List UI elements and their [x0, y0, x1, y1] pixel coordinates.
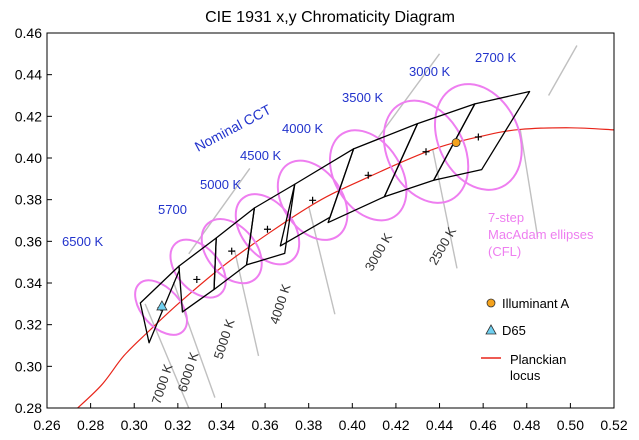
nominal-cct-point	[474, 133, 482, 141]
x-tick-label: 0.40	[339, 417, 366, 433]
nominal-cct-label-4: 4000 K	[282, 121, 324, 136]
ansi-quadrangle	[433, 90, 531, 181]
isotherm-label-4: 3000 K	[362, 230, 396, 273]
nominal-cct-label: Nominal CCT	[192, 101, 274, 155]
planckian-locus-curve	[76, 127, 614, 408]
nominal-cct-label-3: 4500 K	[240, 148, 282, 163]
y-tick-label: 0.30	[15, 358, 42, 374]
macadam-ellipse	[382, 99, 470, 204]
nominal-cct-label-2: 5000 K	[200, 177, 242, 192]
isotherm-label-3: 4000 K	[267, 282, 294, 326]
x-tick-label: 0.34	[208, 417, 235, 433]
isotherm-line	[188, 168, 251, 255]
macadam-label-line2: MacAdam ellipses	[488, 227, 594, 242]
x-axis-ticks: 0.26 0.28 0.30 0.32 0.34 0.36 0.38 0.40 0.42 0.44…	[33, 403, 628, 433]
plot-frame	[46, 32, 615, 409]
nominal-cct-point	[364, 171, 372, 179]
nominal-cct-label-7: 2700 K	[475, 50, 517, 65]
nominal-cct-point	[422, 148, 430, 156]
isotherm-line	[519, 129, 539, 238]
nominal-cct-point	[263, 225, 271, 233]
isotherm-line	[377, 53, 441, 138]
x-tick-label: 0.26	[33, 417, 60, 433]
nominal-cct-point	[309, 196, 317, 204]
nominal-cct-point	[228, 247, 236, 255]
y-axis-ticks: 0.28 0.30 0.32 0.34 0.36 0.38 0.40 0.42 0.44 0.46	[15, 25, 52, 416]
nominal-cct-label-6: 3000 K	[409, 64, 451, 79]
annotations: Nominal CCT 7-step MacAdam ellipses (CFL…	[192, 101, 594, 259]
isotherm-labels: 7000 K 6000 K 5000 K 4000 K 3000 K 2500 K	[149, 224, 460, 406]
illuminant-a-point	[451, 138, 461, 147]
x-tick-label: 0.30	[121, 417, 148, 433]
x-tick-label: 0.36	[251, 417, 278, 433]
x-tick-label: 0.38	[295, 417, 322, 433]
plot-area	[76, 45, 614, 408]
nominal-cct-points	[157, 133, 482, 312]
nominal-cct-label-5: 3500 K	[342, 90, 384, 105]
macadam-ellipses	[134, 83, 523, 336]
legend-d65-label: D65	[502, 323, 526, 338]
legend-planck-label-line1: Planckian	[510, 352, 566, 367]
isotherm-line	[308, 206, 336, 315]
isotherm-label-2: 5000 K	[211, 317, 238, 361]
y-tick-label: 0.32	[15, 317, 42, 333]
isotherm-line	[547, 45, 578, 96]
isotherm-line	[144, 303, 190, 408]
macadam-ellipse	[169, 238, 227, 299]
macadam-ellipse	[433, 83, 523, 191]
legend-illuminant-a-marker	[486, 298, 496, 308]
isotherm-label-5: 2500 K	[426, 224, 460, 267]
nominal-cct-label-1: 5700	[158, 202, 187, 217]
y-tick-label: 0.42	[15, 108, 42, 124]
x-tick-label: 0.42	[382, 417, 409, 433]
macadam-label-line1: 7-step	[488, 210, 524, 225]
x-tick-label: 0.28	[77, 417, 104, 433]
isotherm-line	[432, 149, 458, 269]
x-tick-label: 0.44	[426, 417, 453, 433]
macadam-ellipse	[276, 159, 349, 241]
legend: Illuminant A D65 Planckian locus	[481, 296, 570, 383]
illuminant-markers	[156, 138, 461, 311]
y-tick-label: 0.38	[15, 192, 42, 208]
y-tick-label: 0.44	[15, 67, 42, 83]
x-tick-label: 0.46	[470, 417, 497, 433]
y-tick-label: 0.36	[15, 233, 42, 249]
y-tick-label: 0.34	[15, 275, 42, 291]
y-tick-label: 0.46	[15, 25, 42, 41]
ansi-quadrangles	[139, 90, 531, 344]
macadam-ellipse	[134, 279, 188, 336]
macadam-ellipse	[328, 129, 408, 222]
legend-illuminant-a-label: Illuminant A	[502, 296, 570, 311]
nominal-cct-label-0: 6500 K	[62, 234, 104, 249]
x-tick-label: 0.50	[557, 417, 584, 433]
legend-planck-label-line2: locus	[510, 368, 541, 383]
x-tick-label: 0.52	[600, 417, 627, 433]
d65-point	[156, 300, 168, 311]
macadam-label-line3: (CFL)	[488, 244, 521, 259]
legend-d65-marker	[485, 324, 497, 335]
isotherm-label-1: 6000 K	[175, 350, 202, 394]
nominal-cct-point	[193, 275, 201, 283]
x-tick-label: 0.32	[164, 417, 191, 433]
ansi-quadrangle	[245, 183, 296, 266]
y-tick-label: 0.28	[15, 400, 42, 416]
chart-title: CIE 1931 x,y Chromaticity Diagram	[205, 9, 455, 26]
isotherm-label-0: 7000 K	[149, 362, 176, 406]
isotherm-line	[233, 249, 260, 357]
x-tick-label: 0.48	[513, 417, 540, 433]
y-tick-label: 0.40	[15, 150, 42, 166]
ansi-quadrangle	[178, 237, 217, 313]
